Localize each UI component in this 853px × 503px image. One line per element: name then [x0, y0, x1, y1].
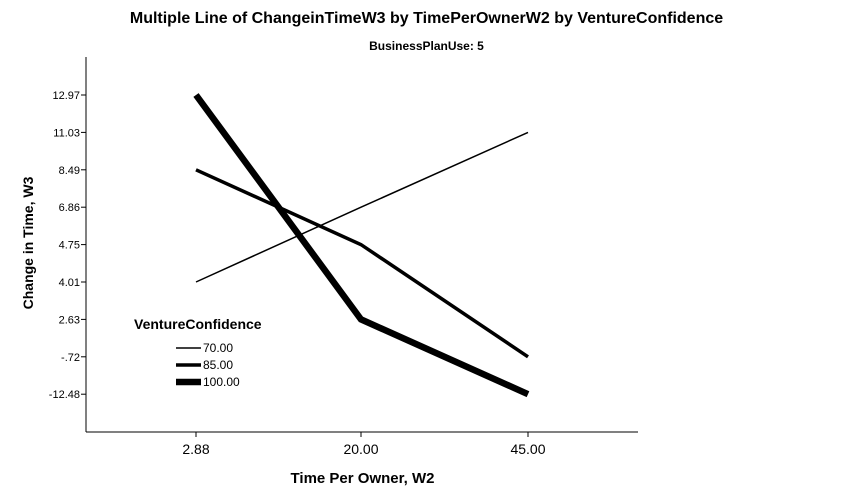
- y-tick-label: 12.97: [52, 90, 80, 102]
- y-tick-labels: 12.97 11.03 8.49 6.86 4.75 4.01 2.63 -.72 -12.48: [49, 90, 80, 401]
- y-tick-label: -.72: [61, 352, 80, 364]
- chart-subtitle: BusinessPlanUse: 5: [369, 39, 484, 53]
- y-tick-label: 11.03: [53, 127, 80, 139]
- chart-title: Multiple Line of ChangeinTimeW3 by TimeP…: [129, 10, 724, 27]
- y-tick-label: 4.01: [59, 277, 80, 289]
- x-axis-label: Time Per Owner, W2: [290, 470, 435, 487]
- legend: VentureConfidence 70.00 85.00 100.00: [134, 316, 262, 389]
- x-tick-labels: 2.88 20.00 45.00: [182, 441, 545, 457]
- y-tick-label: 8.49: [59, 165, 80, 177]
- series-line-70-00: [195, 131, 529, 283]
- y-tick-label: 2.63: [59, 314, 80, 326]
- x-tick-label: 2.88: [182, 441, 209, 457]
- x-tick-label: 20.00: [343, 441, 378, 457]
- series-line-85-00: [195, 168, 529, 359]
- y-tick-label: -12.48: [49, 389, 80, 401]
- series-lines: [193, 93, 530, 398]
- x-tick-label: 45.00: [510, 441, 545, 457]
- legend-label: 70.00: [203, 341, 233, 355]
- legend-title: VentureConfidence: [134, 316, 262, 332]
- axes: [81, 57, 638, 437]
- y-tick-label: 6.86: [59, 202, 80, 214]
- legend-label: 85.00: [203, 358, 233, 372]
- y-tick-label: 4.75: [59, 240, 80, 252]
- series-line-100-00: [193, 93, 530, 398]
- legend-label: 100.00: [203, 375, 240, 389]
